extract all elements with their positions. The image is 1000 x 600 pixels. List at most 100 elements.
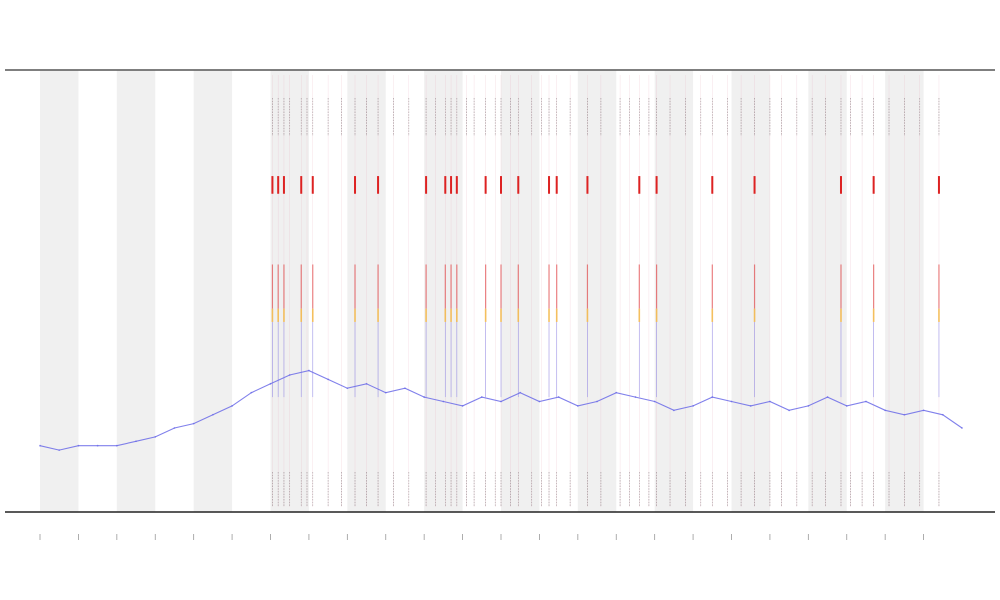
series-point-0-11 [250,391,253,394]
peak-red-spike-16 [586,264,589,309]
peak-orange-mark-20 [753,308,756,322]
peak-orange-mark-6 [377,308,379,322]
peak-orange-mark-2 [283,308,285,322]
peak-red-mark-23 [937,176,940,194]
series-point-0-33 [672,409,675,412]
peak-red-spike-19 [711,264,713,309]
peak-red-mark-16 [586,176,589,194]
series-point-0-48 [961,427,963,429]
peak-red-spike-3 [300,264,302,309]
series-point-0-6 [154,435,157,438]
series-point-0-9 [211,413,214,416]
peak-red-spike-15 [556,264,558,309]
peak-markers [271,176,940,398]
series-point-0-37 [749,405,752,407]
peak-orange-mark-15 [555,308,558,322]
series-point-0-5 [135,440,137,443]
peak-red-spike-22 [873,264,875,309]
peak-red-mark-7 [425,176,428,194]
series-point-0-45 [903,413,906,416]
peak-red-spike-12 [500,264,502,309]
peak-red-mark-10 [455,176,458,194]
peak-red-spike-4 [312,264,314,309]
shaded-band-9 [731,70,770,512]
peak-red-spike-23 [938,264,940,309]
series-point-0-36 [730,400,733,403]
series-point-0-31 [634,396,637,398]
series-point-0-16 [346,387,349,390]
peak-orange-mark-22 [872,308,875,322]
peak-red-spike-0 [271,264,274,309]
series-point-0-7 [173,427,176,429]
peak-orange-mark-4 [311,308,314,322]
series-point-0-34 [692,405,694,407]
peak-red-spike-7 [425,264,427,309]
peak-red-mark-9 [450,176,453,194]
peak-red-mark-20 [753,176,756,194]
shaded-band-2 [193,70,233,512]
peak-red-mark-5 [354,176,357,194]
peak-red-mark-15 [555,176,558,194]
peak-red-mark-12 [500,176,502,194]
peak-red-mark-0 [271,176,274,194]
series-point-0-3 [96,444,99,447]
peak-red-mark-18 [655,176,658,194]
series-point-0-47 [941,413,944,416]
series-point-0-2 [77,444,80,447]
peak-red-mark-13 [517,176,520,194]
series-point-0-29 [596,400,598,403]
peak-red-spike-2 [283,264,285,309]
peak-red-spike-21 [840,264,842,309]
peak-orange-mark-1 [277,308,279,322]
shaded-band-7 [577,70,617,512]
peak-orange-mark-7 [425,308,427,322]
peak-red-spike-11 [485,264,487,309]
peak-red-mark-21 [839,176,842,194]
x-ticks [39,534,924,540]
peak-red-mark-8 [444,176,447,194]
peak-orange-mark-19 [711,308,714,322]
series-point-0-38 [769,400,771,403]
peak-orange-mark-17 [638,308,641,322]
series-point-0-42 [845,405,848,407]
series-point-0-28 [576,405,579,407]
series-point-0-44 [884,409,887,412]
series-point-0-10 [231,405,233,407]
series-point-0-39 [788,409,791,412]
series-point-0-15 [327,378,330,381]
peak-red-spike-8 [444,264,446,309]
series-layer [39,369,963,452]
peak-red-mark-6 [377,176,380,194]
peak-red-mark-3 [300,176,303,194]
peak-red-mark-19 [711,176,714,194]
series-point-0-8 [192,422,195,425]
series-point-0-27 [557,396,560,398]
peak-red-spike-9 [450,264,452,309]
series-point-0-43 [865,400,867,403]
peak-red-mark-11 [484,176,487,194]
peak-orange-mark-11 [484,308,487,322]
peak-red-mark-17 [638,176,641,194]
peak-red-mark-1 [277,176,280,194]
series-point-0-41 [826,396,829,398]
series-point-0-0 [39,444,41,447]
peak-orange-mark-12 [500,308,502,322]
peak-red-spike-20 [753,264,756,309]
series-point-0-17 [365,382,368,385]
series-point-0-30 [615,391,618,394]
peak-red-spike-18 [655,264,658,309]
peak-red-spike-6 [377,264,379,309]
series-point-0-20 [423,396,426,398]
peak-orange-mark-23 [938,308,940,322]
series-point-0-4 [115,444,118,447]
series-point-0-32 [653,400,656,403]
series-point-0-40 [807,405,810,407]
series-point-0-21 [442,400,445,403]
peak-red-spike-17 [638,264,640,309]
peak-red-spike-13 [517,264,519,309]
shaded-bands [40,70,924,512]
series-point-0-46 [922,409,925,412]
series-point-0-19 [404,387,406,390]
shaded-band-6 [501,70,540,512]
